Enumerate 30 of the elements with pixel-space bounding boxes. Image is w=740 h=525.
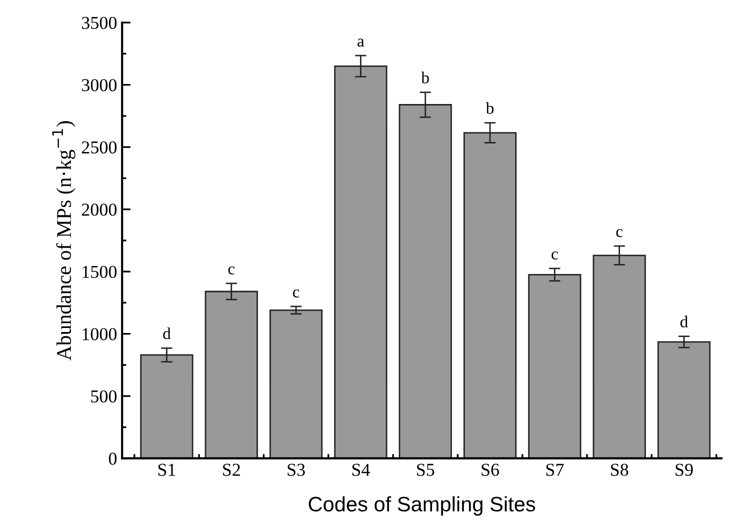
y-tick-label: 0	[108, 452, 117, 465]
y-tick-label: 1500	[82, 266, 117, 278]
annotation: d	[680, 316, 688, 328]
y-tick-label: 3000	[82, 79, 117, 92]
x-tick-label: S1	[158, 464, 176, 476]
y-tick-label: 1000	[82, 328, 117, 340]
annotation: c	[616, 229, 623, 238]
y-axis-title: Abundance of MPs (n·kg$^{−1}$)	[52, 121, 76, 360]
annotation: c	[292, 289, 300, 298]
x-tick-label: S7	[546, 464, 564, 476]
y-tick-label: 3500	[82, 16, 117, 30]
x-axis-title: Codes of Sampling Sites	[308, 496, 536, 516]
y-tick-label: 500	[91, 390, 117, 403]
x-tick-label: S2	[223, 464, 240, 476]
annotation: c	[552, 252, 558, 260]
bar	[657, 341, 711, 458]
annotation: b	[486, 102, 494, 114]
x-tick-label: S8	[611, 464, 628, 476]
x-tick-label: S6	[482, 464, 500, 476]
x-tick-label: S4	[352, 464, 370, 476]
x-tick-label: S3	[288, 464, 305, 476]
annotation: c	[228, 266, 235, 274]
annotation: a	[358, 38, 364, 47]
y-tick-label: 2000	[82, 204, 117, 216]
annotation: d	[163, 327, 171, 340]
annotation: b	[421, 72, 429, 84]
x-tick-label: S9	[676, 464, 693, 476]
bar	[269, 309, 323, 458]
x-tick-label: S5	[417, 464, 434, 476]
y-tick-label: 2500	[82, 141, 117, 154]
